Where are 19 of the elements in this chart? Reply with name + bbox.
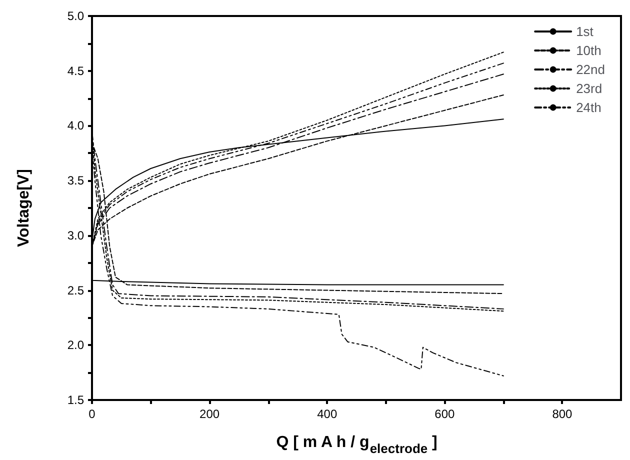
x-tick-label: 800 (552, 407, 573, 421)
legend-label: 10th (576, 43, 602, 58)
y-tick-label: 2.5 (67, 283, 84, 298)
x-tick-label: 200 (200, 407, 220, 421)
y-tick-label: 5.0 (67, 9, 84, 23)
y-tick-label: 3.5 (67, 174, 84, 188)
y-tick-label: 4.0 (67, 118, 84, 133)
legend-label: 22nd (576, 62, 605, 77)
x-tick-label: 600 (434, 407, 455, 421)
y-tick-label: 1.5 (67, 393, 84, 407)
legend-label: 1st (576, 24, 594, 39)
y-tick-label: 4.5 (67, 64, 84, 78)
legend-label: 23rd (576, 81, 602, 96)
y-axis-title: Voltage[V] (16, 169, 32, 247)
legend-label: 24th (576, 100, 602, 115)
x-tick-label: 0 (88, 407, 96, 421)
x-tick-label: 400 (317, 407, 338, 421)
y-tick-label: 2.0 (67, 338, 84, 352)
y-tick-label: 3.0 (67, 228, 84, 242)
